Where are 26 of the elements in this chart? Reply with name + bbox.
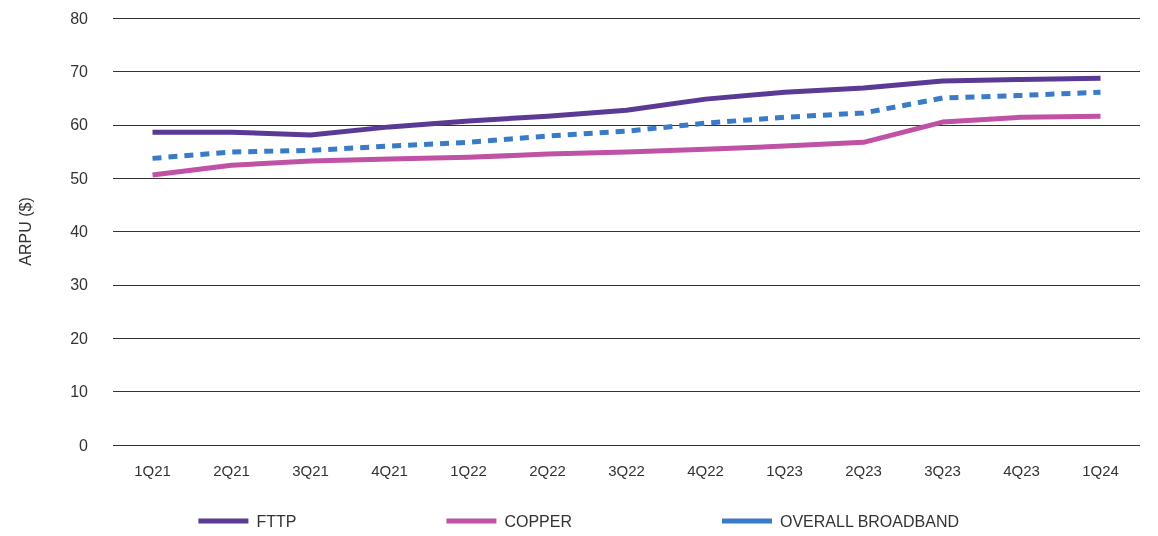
x-tick-label: 2Q23 <box>845 462 882 479</box>
x-tick-label: 3Q21 <box>292 462 329 479</box>
y-tick-label: 70 <box>70 62 89 80</box>
legend-label: FTTP <box>256 512 297 530</box>
x-tick-label: 1Q24 <box>1082 462 1119 479</box>
x-tick-label: 4Q21 <box>371 462 408 479</box>
x-tick-label: 4Q22 <box>687 462 724 479</box>
y-tick-label: 80 <box>70 9 89 27</box>
x-tick-label: 1Q23 <box>766 462 803 479</box>
y-tick-label: 40 <box>70 223 89 240</box>
y-tick-label: 20 <box>70 329 89 347</box>
x-tick-label: 4Q23 <box>1003 462 1040 479</box>
x-tick-label: 3Q23 <box>924 462 961 479</box>
y-tick-label: 50 <box>70 169 89 187</box>
y-tick-label: 0 <box>79 436 89 454</box>
x-tick-label: 2Q22 <box>529 462 566 479</box>
y-axis-title: ARPU ($) <box>16 197 34 266</box>
legend-label: COPPER <box>504 512 572 530</box>
x-tick-label: 3Q22 <box>608 462 645 479</box>
y-tick-label: 30 <box>70 276 89 294</box>
x-tick-label: 2Q21 <box>213 462 250 479</box>
y-tick-label: 60 <box>70 116 89 134</box>
x-tick-label: 1Q21 <box>134 462 171 479</box>
legend-label: OVERALL BROADBAND <box>779 512 959 530</box>
x-tick-label: 1Q22 <box>450 462 487 479</box>
y-tick-label: 10 <box>70 383 89 401</box>
